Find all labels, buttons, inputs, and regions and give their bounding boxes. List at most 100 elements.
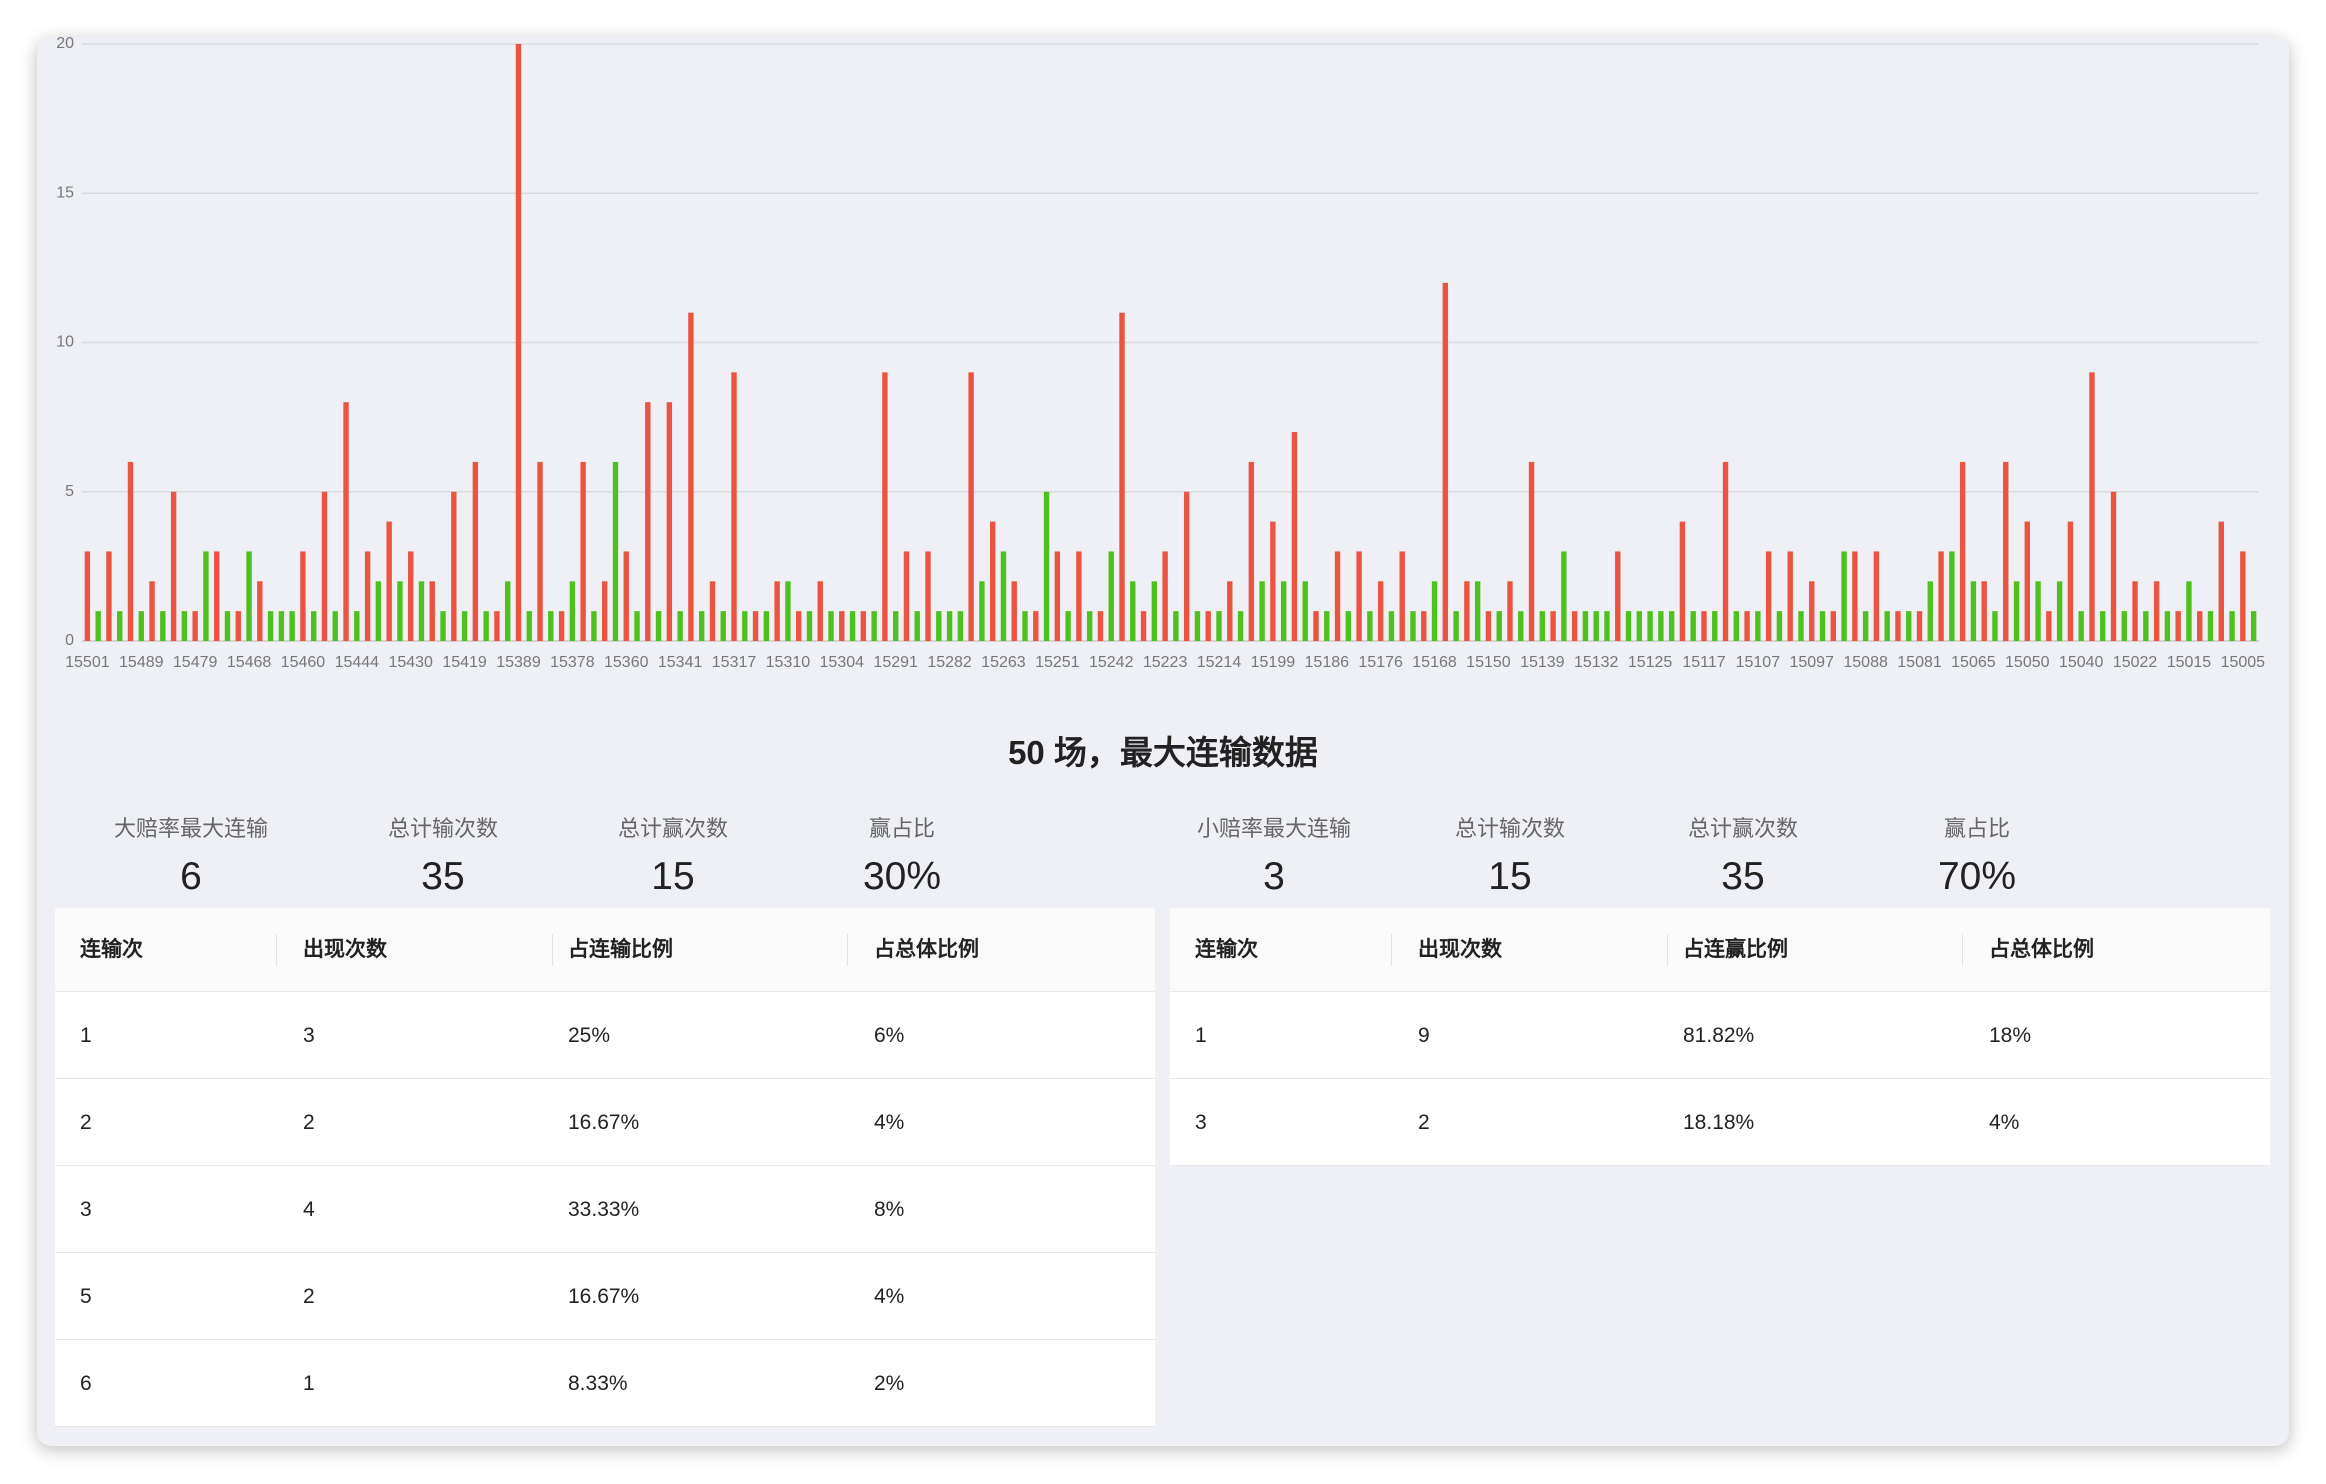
bar bbox=[170, 491, 177, 641]
bar bbox=[839, 611, 845, 641]
bar bbox=[1043, 491, 1050, 641]
bar bbox=[257, 581, 263, 641]
bar bbox=[1668, 611, 1675, 641]
column-separator bbox=[552, 934, 553, 966]
bar bbox=[1981, 581, 1987, 641]
stat-value: 35 bbox=[421, 855, 465, 898]
x-tick-label: 15444 bbox=[335, 654, 380, 671]
x-tick-label: 15050 bbox=[2005, 654, 2050, 671]
bar bbox=[1647, 611, 1653, 641]
x-tick-label: 15015 bbox=[2167, 654, 2212, 671]
bar bbox=[1970, 581, 1977, 641]
bar bbox=[817, 581, 823, 641]
table-header: 连输次 出现次数 占连赢比例 占总体比例 bbox=[1170, 908, 2270, 992]
bar bbox=[698, 611, 705, 641]
bar bbox=[1906, 611, 1912, 641]
bar bbox=[1108, 551, 1114, 641]
column-separator bbox=[1391, 934, 1392, 966]
bar bbox=[1464, 581, 1470, 641]
x-tick-label: 15040 bbox=[2059, 654, 2104, 671]
bar bbox=[1162, 551, 1168, 641]
bar bbox=[149, 581, 155, 641]
bar bbox=[2186, 581, 2192, 641]
bar bbox=[429, 581, 435, 641]
table-cell: 2 bbox=[303, 1111, 315, 1134]
bar bbox=[537, 461, 543, 641]
bar bbox=[666, 402, 673, 641]
bar bbox=[1658, 611, 1664, 641]
x-tick-label: 15430 bbox=[388, 654, 433, 671]
bar bbox=[968, 372, 974, 641]
bar bbox=[246, 551, 252, 641]
table-row: 1 9 81.82% 18% bbox=[1170, 992, 2270, 1079]
bar bbox=[989, 521, 996, 641]
bar bbox=[1938, 551, 1944, 641]
table: 连输次 出现次数 占连赢比例 占总体比例 1 9 81.82% 18% 3 2 18.18% 4% bbox=[1170, 908, 2270, 1166]
bar bbox=[515, 44, 522, 641]
bar bbox=[2056, 581, 2063, 641]
bar bbox=[1722, 461, 1729, 641]
bar bbox=[1690, 611, 1696, 641]
bar bbox=[1431, 581, 1438, 641]
bar bbox=[386, 521, 392, 641]
bar bbox=[397, 581, 403, 641]
column-separator bbox=[276, 934, 277, 966]
x-tick-label: 15310 bbox=[766, 654, 811, 671]
bar bbox=[1873, 551, 1880, 641]
column-separator bbox=[1667, 934, 1668, 966]
bar bbox=[1259, 581, 1265, 641]
bar bbox=[84, 551, 91, 641]
bar bbox=[731, 372, 737, 641]
bar bbox=[2164, 611, 2171, 641]
table-cell: 8.33% bbox=[568, 1372, 628, 1395]
bar bbox=[903, 551, 910, 641]
x-tick-label: 15088 bbox=[1843, 654, 1888, 671]
bar bbox=[1356, 551, 1362, 641]
stat-value: 35 bbox=[1721, 855, 1765, 898]
x-tick-label: 15479 bbox=[173, 654, 218, 671]
bar bbox=[181, 611, 188, 641]
column-header: 连输次 bbox=[80, 938, 143, 961]
stat-label: 小赔率最大连输 bbox=[1196, 816, 1351, 841]
bar bbox=[1895, 611, 1901, 641]
bar bbox=[1399, 551, 1405, 641]
table-cell: 8% bbox=[874, 1198, 905, 1221]
bar bbox=[1130, 581, 1136, 641]
bar bbox=[106, 551, 112, 641]
bar bbox=[1097, 611, 1104, 641]
bar bbox=[117, 611, 123, 641]
bar bbox=[1507, 581, 1513, 641]
stat-value: 15 bbox=[651, 855, 695, 898]
x-tick-label: 15501 bbox=[65, 654, 110, 671]
bar bbox=[1377, 581, 1384, 641]
bar bbox=[1539, 611, 1546, 641]
bar bbox=[688, 312, 694, 641]
bar bbox=[849, 611, 856, 641]
stat-value: 6 bbox=[180, 855, 202, 898]
bar bbox=[1033, 611, 1039, 641]
bar bbox=[623, 551, 629, 641]
bar bbox=[2197, 611, 2203, 641]
x-tick-label: 15389 bbox=[496, 654, 541, 671]
bar bbox=[2132, 581, 2138, 641]
bar bbox=[1636, 611, 1643, 641]
x-tick-label: 15304 bbox=[820, 654, 865, 671]
table-cell: 2 bbox=[80, 1111, 92, 1134]
bar bbox=[2046, 611, 2052, 641]
x-tick-label: 15081 bbox=[1897, 654, 1942, 671]
bar bbox=[1334, 551, 1341, 641]
table-row: 2 2 16.67% 4% bbox=[55, 1079, 1155, 1166]
x-tick-label: 15176 bbox=[1358, 654, 1403, 671]
bar bbox=[2121, 611, 2127, 641]
bar bbox=[1701, 611, 1707, 641]
bar bbox=[1000, 551, 1007, 641]
bar bbox=[526, 611, 532, 641]
bar bbox=[1949, 551, 1955, 641]
x-tick-label: 15468 bbox=[227, 654, 272, 671]
bar bbox=[332, 611, 338, 641]
bar bbox=[1302, 581, 1308, 641]
bar bbox=[343, 402, 349, 641]
x-tick-label: 15291 bbox=[873, 654, 918, 671]
bar bbox=[127, 461, 134, 641]
bar bbox=[892, 611, 899, 641]
